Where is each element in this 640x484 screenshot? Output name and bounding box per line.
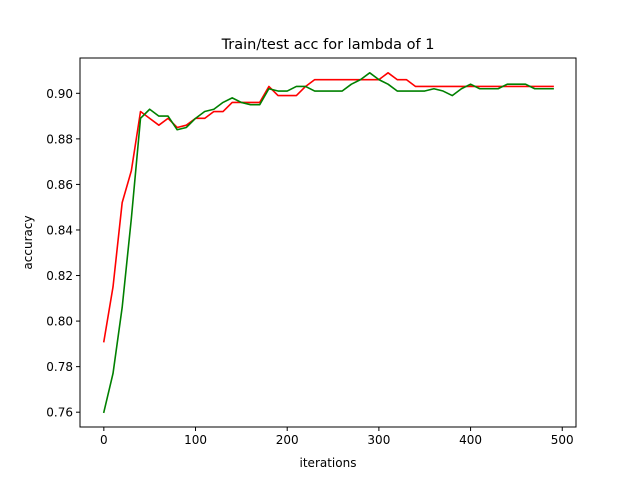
y-tick-label: 0.88 (46, 132, 73, 146)
y-axis-label: accuracy (21, 215, 35, 269)
series-line-2 (102, 72, 554, 414)
x-tick-label: 0 (100, 433, 108, 447)
y-tick-label: 0.86 (46, 178, 73, 192)
y-tick-label: 0.84 (46, 223, 73, 237)
chart-title: Train/test acc for lambda of 1 (221, 37, 435, 53)
y-tick-label: 0.76 (46, 406, 73, 420)
series-lines (102, 72, 554, 414)
x-tick-label: 100 (184, 433, 207, 447)
x-tick-label: 500 (551, 433, 574, 447)
x-axis-label: iterations (300, 456, 357, 470)
x-tick-label: 300 (367, 433, 390, 447)
plot-frame (79, 57, 577, 428)
x-axis-ticks: 0 100 200 300 400 500 (100, 427, 574, 447)
x-tick-label: 200 (276, 433, 299, 447)
x-tick-label: 400 (459, 433, 482, 447)
series-line-1 (102, 72, 554, 343)
y-axis-ticks: 0.76 0.78 0.80 0.82 0.84 0.86 0.88 0.90 (46, 87, 80, 420)
y-tick-label: 0.82 (46, 269, 73, 283)
y-tick-label: 0.90 (46, 87, 73, 101)
y-tick-label: 0.78 (46, 360, 73, 374)
y-tick-label: 0.80 (46, 315, 73, 329)
